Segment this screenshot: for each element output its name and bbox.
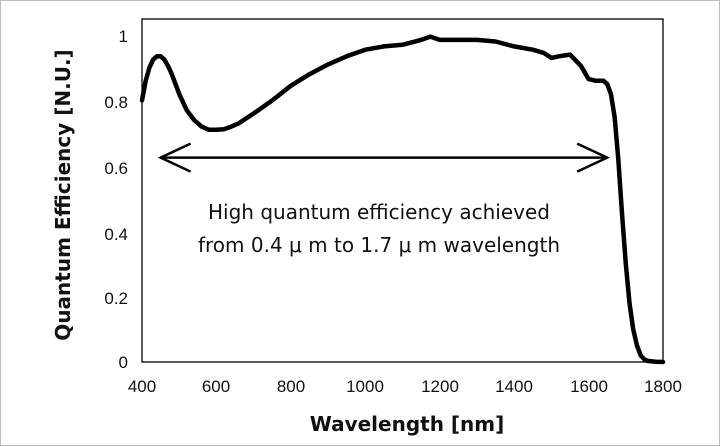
x-tick-label: 1400 (495, 377, 533, 396)
arrow-head-right (576, 142, 611, 173)
x-tick-label: 1800 (644, 377, 682, 396)
annotation-line-1: High quantum efficiency achieved (208, 200, 550, 224)
y-tick-label: 0.2 (104, 289, 128, 308)
y-tick-label: 0 (119, 353, 128, 372)
x-tick-label: 1200 (421, 377, 459, 396)
x-tick-label: 1600 (570, 377, 608, 396)
x-axis-title: Wavelength [nm] (310, 412, 505, 436)
y-tick-label: 1 (119, 27, 128, 46)
annotation-line-2: from 0.4 μ m to 1.7 μ m wavelength (198, 233, 560, 257)
x-tick-labels: 400 600 800 1000 1200 1400 1600 1800 (128, 377, 682, 396)
double-arrow (157, 142, 611, 173)
series-line (139, 34, 666, 365)
x-tick-label: 800 (277, 377, 305, 396)
x-tick-label: 600 (202, 377, 230, 396)
arrow-head-left (157, 142, 192, 173)
y-axis-title: Quantum Efficiency [N.U.] (51, 49, 75, 340)
x-tick-label: 1000 (346, 377, 384, 396)
plot-area (141, 18, 664, 363)
y-tick-label: 0.4 (104, 225, 128, 244)
y-tick-labels: 0 0.2 0.4 0.6 0.8 1 (104, 27, 128, 372)
x-tick-label: 400 (128, 377, 156, 396)
y-tick-label: 0.8 (104, 93, 128, 112)
y-tick-label: 0.6 (104, 159, 128, 178)
